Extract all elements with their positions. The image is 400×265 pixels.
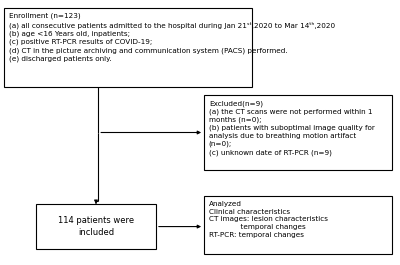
Bar — [204, 196, 392, 254]
Text: Excluded(n=9)
(a) the CT scans were not performed within 1
months (n=0);
(b) pat: Excluded(n=9) (a) the CT scans were not … — [209, 100, 375, 156]
Bar — [36, 204, 156, 249]
Text: Enrollment (n=123)
(a) all consecutive patients admitted to the hospital during : Enrollment (n=123) (a) all consecutive p… — [9, 13, 335, 62]
Text: Analyzed
Clinical characteristics
CT images: lesion characteristics
            : Analyzed Clinical characteristics CT ima… — [209, 201, 328, 238]
Text: 114 patients were
included: 114 patients were included — [58, 216, 134, 237]
Bar — [4, 8, 252, 87]
Bar — [204, 95, 392, 170]
